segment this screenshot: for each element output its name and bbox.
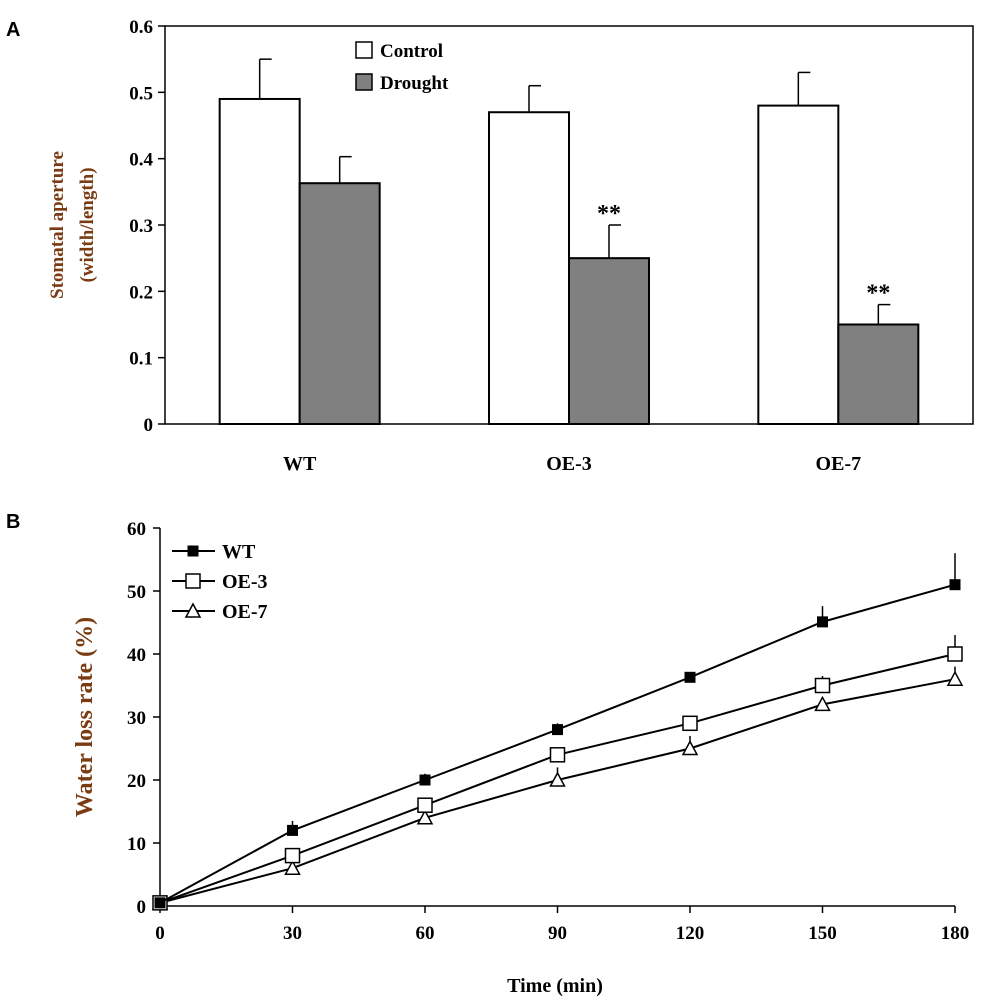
panel-a-x-tick-label: WT xyxy=(283,453,317,475)
point-oe-7 xyxy=(946,670,964,686)
panel-a-y-tick-label: 0.3 xyxy=(129,216,153,237)
panel-b-x-label: Time (min) xyxy=(507,975,603,997)
panel-a-y-tick-label: 0.5 xyxy=(129,83,153,104)
panel-b-x-tick-label: 60 xyxy=(416,923,435,944)
legend-marker-wt xyxy=(187,545,199,557)
point-oe-3 xyxy=(682,715,698,732)
panel-b-series xyxy=(151,553,964,911)
point-wt xyxy=(154,897,166,909)
bar-drought-wt xyxy=(298,182,381,425)
series-line-oe-7 xyxy=(159,678,956,904)
panel-b-line-chart: 0 10 20 30 40 50 60 0 30 60 90 120 150 180 Water los… xyxy=(72,519,969,997)
legend-drought-label: Drought xyxy=(380,73,449,94)
point-oe-7 xyxy=(681,739,699,756)
legend-control-swatch xyxy=(355,41,373,59)
panel-b-y-tick-label: 40 xyxy=(127,645,146,666)
legend-marker-oe-7 xyxy=(184,602,202,618)
series-line-wt xyxy=(159,583,956,904)
point-wt xyxy=(684,671,696,683)
panel-a-y-tick-label: 0.4 xyxy=(129,150,153,171)
panel-b-x-tick-label: 150 xyxy=(808,923,837,944)
legend-label-oe-3: OE-3 xyxy=(222,571,268,593)
bar-drought-oe-3 xyxy=(568,257,650,425)
point-wt xyxy=(552,724,563,736)
panel-b-y-tick-label: 20 xyxy=(127,771,146,792)
point-oe-3 xyxy=(549,747,566,763)
legend-marker-oe-3 xyxy=(185,573,201,589)
panel-b-y-label: Water loss rate (%) xyxy=(72,617,98,817)
point-wt xyxy=(817,616,828,628)
panel-b-x-axis: 0 30 60 90 120 150 180 xyxy=(155,906,969,944)
panel-b-x-tick-label: 180 xyxy=(941,923,970,944)
panel-b-y-tick-label: 30 xyxy=(127,708,146,729)
bar-control-oe-3 xyxy=(488,111,570,425)
panel-a-y-tick-label: 0.2 xyxy=(129,282,153,303)
panel-a-y-label-line1: Stomatal aperture xyxy=(47,151,68,299)
panel-b-y-tick-label: 10 xyxy=(127,834,146,855)
panel-a-x-tick-label: OE-3 xyxy=(546,453,592,475)
panel-b-legend: WT OE-3 OE-7 xyxy=(172,541,268,623)
panel-a-y-tick-label: 0 xyxy=(144,415,154,436)
panel-a-letter: A xyxy=(6,19,20,41)
point-oe-7 xyxy=(284,859,301,875)
panel-a-y-label-line2: (width/length) xyxy=(77,167,98,282)
point-oe-7 xyxy=(549,771,566,787)
legend-drought-swatch xyxy=(355,73,373,91)
point-oe-3 xyxy=(947,646,963,662)
panel-a-x-axis: WT OE-3 OE-7 xyxy=(283,453,861,475)
legend-label-wt: WT xyxy=(222,541,256,563)
panel-a-y-axis: 0 0.1 0.2 0.3 0.4 0.5 0.6 xyxy=(129,17,165,436)
legend-control-label: Control xyxy=(380,41,443,62)
point-oe-3 xyxy=(417,797,433,813)
panel-b-y-axis: 0 10 20 30 40 50 60 xyxy=(127,519,160,918)
point-wt xyxy=(949,579,961,591)
bar-drought-oe-7 xyxy=(837,323,920,425)
panel-b-y-tick-label: 60 xyxy=(127,519,146,540)
panel-b-letter: B xyxy=(6,511,20,533)
point-oe-7 xyxy=(416,809,434,825)
panel-b-x-tick-label: 30 xyxy=(283,923,302,944)
panel-b-x-tick-label: 0 xyxy=(155,923,165,944)
panel-a-x-tick-label: OE-7 xyxy=(816,453,862,475)
legend-label-oe-7: OE-7 xyxy=(222,601,268,623)
panel-b-y-tick-label: 0 xyxy=(137,897,147,918)
point-oe-7 xyxy=(814,695,831,712)
panel-b-x-tick-label: 120 xyxy=(676,923,705,944)
significance-marker: ** xyxy=(866,281,890,307)
panel-b-y-tick-label: 50 xyxy=(127,582,146,603)
panel-b-x-tick-label: 90 xyxy=(548,923,567,944)
panel-a-y-tick-label: 0.6 xyxy=(129,17,153,38)
point-wt xyxy=(419,774,431,786)
bar-control-wt xyxy=(218,97,301,425)
panel-a-legend: Control Drought xyxy=(355,41,449,94)
significance-marker: ** xyxy=(597,201,621,227)
panel-a-bar-chart: 0 0.1 0.2 0.3 0.4 0.5 0.6 ** ** WT OE-3 OE-7 Stom… xyxy=(47,17,974,475)
point-oe-3 xyxy=(284,847,301,864)
panel-a-y-tick-label: 0.1 xyxy=(129,349,153,370)
panel-a-bars: ** ** xyxy=(218,58,920,425)
bar-control-oe-7 xyxy=(757,104,840,425)
point-oe-3 xyxy=(814,677,831,694)
point-wt xyxy=(287,824,298,836)
